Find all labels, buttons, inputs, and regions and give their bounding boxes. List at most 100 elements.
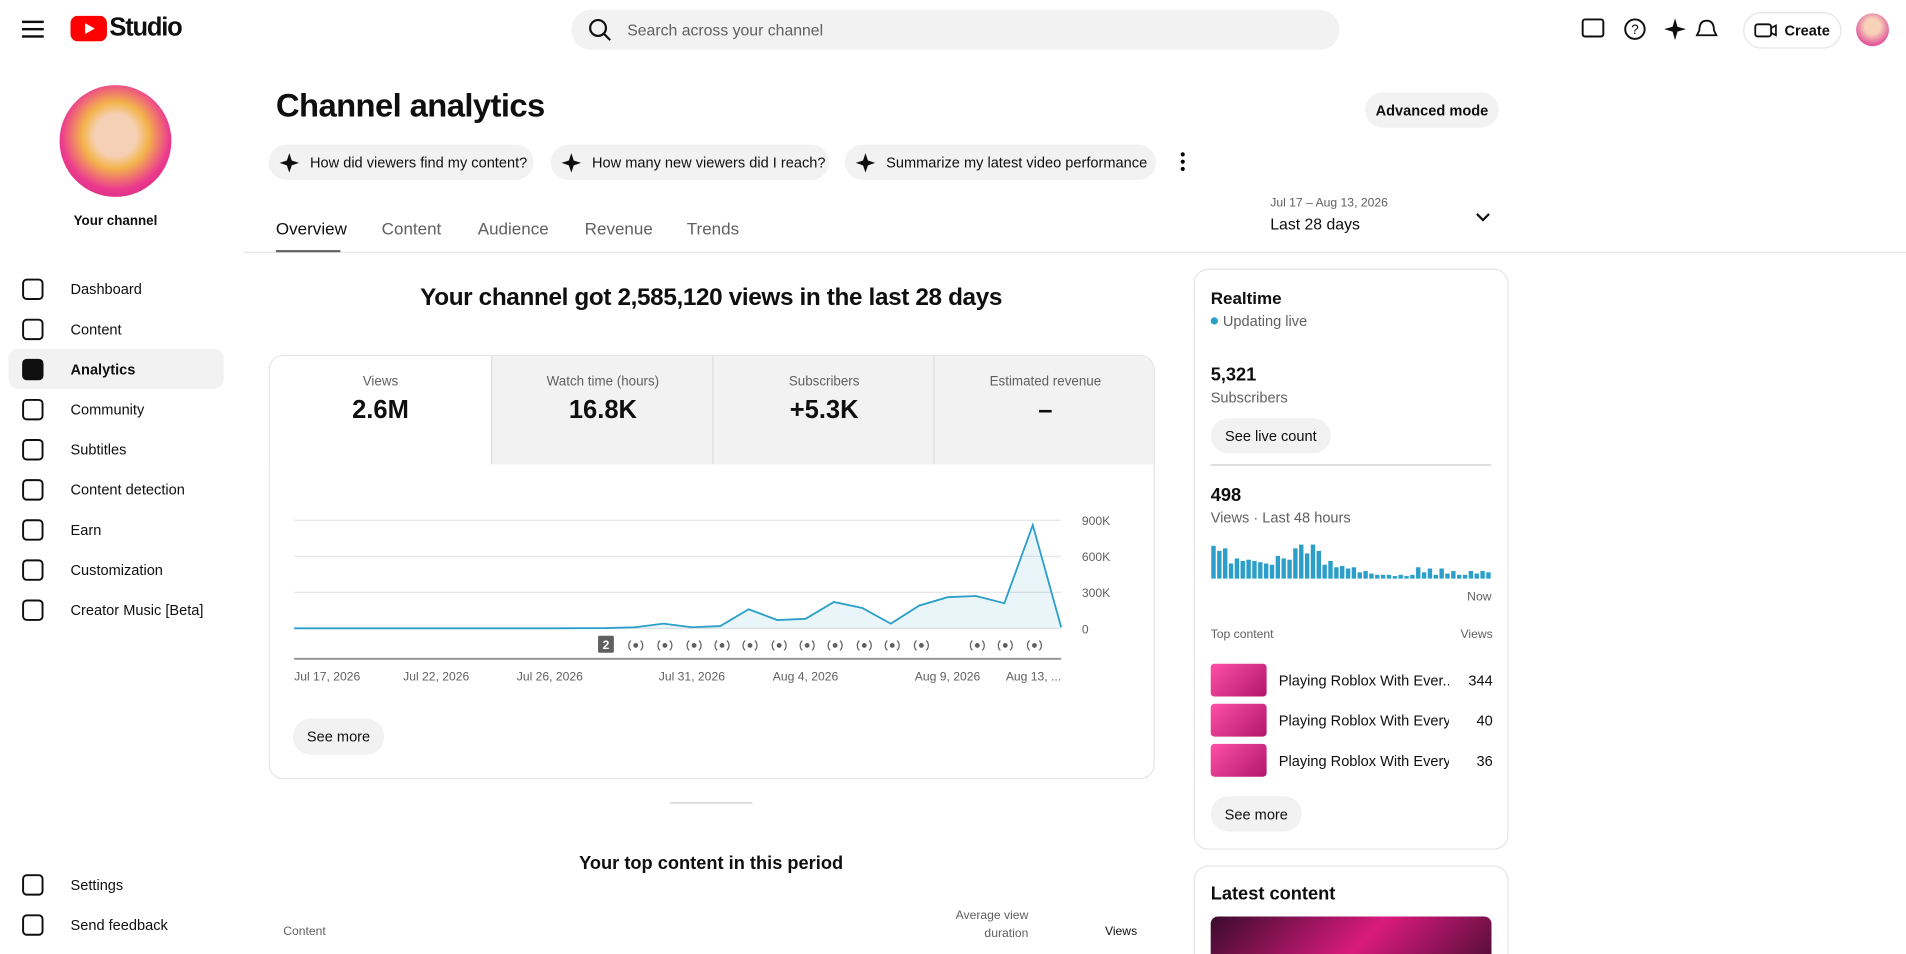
bar	[1474, 573, 1479, 579]
bar	[1375, 574, 1380, 579]
create-icon	[1754, 23, 1777, 38]
nav-item[interactable]: Customization	[9, 549, 224, 589]
icon-shape	[22, 318, 44, 340]
bar	[1316, 550, 1321, 579]
icon-dot	[861, 643, 867, 648]
realtime-status: Updating live	[1210, 312, 1307, 329]
channel-avatar[interactable]	[59, 85, 172, 197]
bar	[1258, 562, 1263, 579]
premiere-icon	[913, 640, 929, 651]
account-avatar[interactable]	[1856, 13, 1889, 47]
nav-label: Content detection	[70, 480, 185, 498]
bar	[1457, 574, 1462, 579]
nav-icon	[22, 558, 44, 581]
latest-title: Latest content	[1210, 883, 1336, 905]
nav-icon	[22, 438, 44, 460]
rt-see-more[interactable]: See more	[1210, 796, 1302, 832]
nav-item[interactable]: Dashboard	[9, 269, 224, 309]
create-button[interactable]: Create	[1743, 12, 1842, 49]
more-icon[interactable]	[1174, 151, 1191, 173]
sparkle-icon	[279, 152, 300, 173]
annotation-badge	[598, 635, 614, 653]
latest-thumbnail[interactable]	[1210, 916, 1492, 954]
icon-wave	[1026, 640, 1043, 651]
metric-tab[interactable]: Views 2.6M	[269, 356, 492, 465]
col-content: Content	[283, 925, 326, 939]
bar	[1439, 568, 1444, 579]
tab[interactable]: Content	[381, 218, 442, 239]
item-thumbnail[interactable]	[1210, 703, 1267, 737]
metric-tab[interactable]: Estimated revenue –	[933, 356, 1154, 465]
nav-item[interactable]: Subtitles	[9, 429, 224, 469]
bar	[1223, 548, 1228, 579]
nav-item[interactable]: Earn	[9, 509, 224, 549]
date-dropdown[interactable]	[1473, 209, 1492, 226]
nav-item[interactable]: Analytics	[8, 348, 224, 389]
bar	[1345, 568, 1351, 579]
nav-item[interactable]: Creator Music [Beta]	[9, 590, 224, 630]
realtime-title: Realtime	[1210, 288, 1282, 308]
metric-value: 2.6M	[352, 396, 409, 425]
suggestion-chip[interactable]: How did viewers find my content?	[268, 144, 534, 180]
channel-label[interactable]: Your channel	[73, 213, 158, 229]
metric-label: Views	[362, 374, 399, 389]
tab[interactable]: Trends	[686, 218, 740, 239]
icon-shape	[22, 398, 44, 420]
item-thumbnail[interactable]	[1210, 743, 1267, 777]
bar	[1328, 560, 1333, 579]
tab[interactable]: Overview	[275, 218, 347, 239]
search-box[interactable]: Search across your channel	[571, 9, 1340, 50]
icon-wave	[856, 640, 872, 651]
item-title[interactable]: Playing Roblox With Ever...	[1278, 672, 1449, 690]
premiere-icon	[799, 640, 815, 651]
nav-label: Dashboard	[70, 280, 142, 298]
suggestion-chip[interactable]: Summarize my latest video performance	[844, 144, 1156, 180]
icon-wave	[628, 640, 644, 651]
realtime-chart: Now	[1211, 544, 1491, 603]
date-label[interactable]: Last 28 days	[1270, 215, 1360, 234]
premiere-icon	[884, 640, 900, 651]
bar	[1234, 558, 1240, 579]
tab[interactable]: Revenue	[584, 218, 653, 239]
icon-wave	[771, 640, 787, 651]
nav-item[interactable]: Community	[9, 389, 224, 429]
advanced-mode-button[interactable]: Advanced mode	[1365, 92, 1499, 128]
premiere-icon	[969, 640, 985, 651]
bar	[1404, 576, 1409, 579]
x-end-label: Now	[1467, 589, 1491, 603]
metric-tab[interactable]: Subscribers +5.3K	[712, 356, 935, 465]
svg-text:?: ?	[1631, 22, 1638, 37]
nav-label: Content	[70, 320, 122, 338]
nav-item[interactable]: Settings	[9, 864, 224, 904]
tab[interactable]: Audience	[477, 218, 549, 239]
bar	[1334, 567, 1339, 579]
bar	[1293, 548, 1298, 579]
icon-wave	[884, 640, 900, 651]
rt-divider	[1210, 464, 1492, 466]
metric-tab[interactable]: Watch time (hours) 16.8K	[491, 356, 714, 465]
item-thumbnail[interactable]	[1210, 663, 1267, 697]
nav-label: Settings	[70, 875, 124, 893]
nav-item[interactable]: Content	[9, 309, 224, 349]
live-count-button[interactable]: See live count	[1210, 418, 1332, 454]
bar	[1363, 571, 1368, 579]
item-views: 40	[1476, 712, 1493, 730]
nav-label: Creator Music [Beta]	[70, 601, 204, 619]
bar	[1416, 567, 1421, 579]
nav-item[interactable]: Send feedback	[9, 904, 224, 944]
bar	[1433, 574, 1438, 579]
see-more-button[interactable]: See more	[292, 718, 385, 755]
logo-text[interactable]: Studio	[109, 13, 182, 42]
suggestion-chip[interactable]: How many new viewers did I reach?	[550, 144, 830, 180]
menu-button[interactable]	[21, 19, 46, 38]
nav-item[interactable]: Content detection	[9, 469, 224, 509]
realtime-card: Realtime Updating live 5,321 Subscribers…	[1193, 268, 1509, 850]
icon-shape	[22, 873, 44, 896]
header-icons[interactable]: ?	[1580, 16, 1726, 43]
search-placeholder: Search across your channel	[627, 20, 824, 39]
item-title[interactable]: Playing Roblox With Every...	[1278, 712, 1449, 730]
bar	[1263, 563, 1269, 579]
nav-icon	[22, 873, 44, 896]
sparkle-icon	[855, 152, 876, 173]
item-title[interactable]: Playing Roblox With Every...	[1278, 752, 1449, 770]
